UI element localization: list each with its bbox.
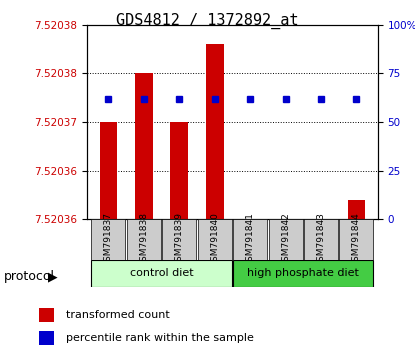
Text: GSM791839: GSM791839 [175,212,184,267]
Bar [277,219,294,239]
Bar [198,219,232,260]
Bar [100,122,117,219]
Text: high phosphate diet: high phosphate diet [247,268,359,279]
Bar [206,44,224,219]
Text: percentile rank within the sample: percentile rank within the sample [66,332,254,343]
Text: control diet: control diet [130,268,193,279]
Bar [162,219,196,260]
Bar [269,219,303,260]
Text: ▶: ▶ [48,270,57,283]
Bar [347,200,365,219]
Bar [91,260,232,287]
Text: transformed count: transformed count [66,310,169,320]
Bar [233,219,267,260]
Text: GSM791841: GSM791841 [246,212,255,267]
Bar [127,219,161,260]
Bar [39,331,54,344]
Text: GSM791842: GSM791842 [281,212,290,267]
Bar [135,74,153,219]
Text: protocol: protocol [4,270,55,283]
Bar [39,308,54,322]
Text: GSM791843: GSM791843 [317,212,325,267]
Text: GSM791844: GSM791844 [352,212,361,267]
Text: GDS4812 / 1372892_at: GDS4812 / 1372892_at [116,12,299,29]
Text: GSM791838: GSM791838 [139,212,148,267]
Text: GSM791837: GSM791837 [104,212,113,267]
Bar [171,122,188,219]
Bar [339,219,374,260]
Bar [91,219,125,260]
Bar [304,219,338,260]
Text: GSM791840: GSM791840 [210,212,219,267]
Bar [233,260,374,287]
